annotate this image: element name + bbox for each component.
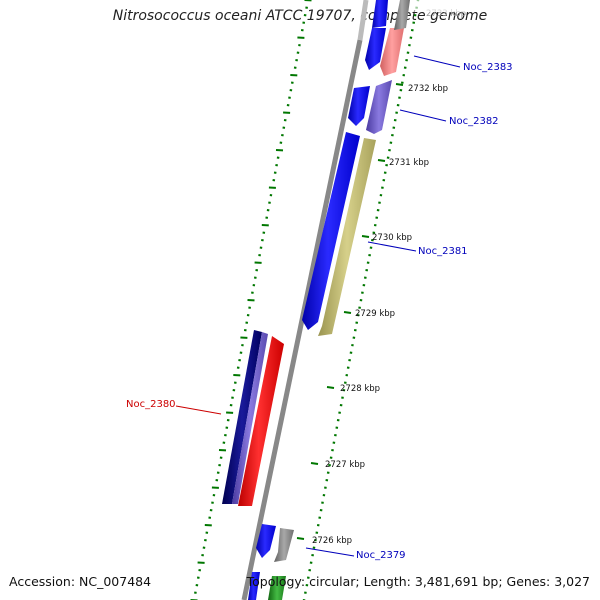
tick-label-top-partial: 2733 kbp <box>426 9 466 19</box>
tick-dots-layer <box>190 0 420 600</box>
cds-blue-2379 <box>256 524 276 558</box>
cds-green-bottom <box>268 576 286 600</box>
gene-label-text[interactable]: Noc_2380 <box>126 399 176 410</box>
gene-label-text[interactable]: Noc_2379 <box>356 550 406 561</box>
cds-red-2380 <box>238 336 284 506</box>
tick-label-2728: 2728 kbp <box>340 384 380 394</box>
gene-label-text[interactable]: Noc_2381 <box>418 246 468 257</box>
tick-label-2730: 2730 kbp <box>372 233 412 243</box>
tick-label-2729: 2729 kbp <box>355 309 395 319</box>
gene-label-text[interactable]: Noc_2383 <box>463 62 513 73</box>
cds-gray-2379 <box>274 528 294 562</box>
cds-blue-bottom <box>248 572 260 600</box>
cds-pink-2383 <box>380 28 404 76</box>
cds-purple-2380 <box>232 332 268 504</box>
cds-gray-top <box>394 0 410 30</box>
top-fade-overlay <box>380 0 490 12</box>
genome-backbone-top-fade <box>357 0 369 41</box>
gene-label-text[interactable]: Noc_2382 <box>449 116 499 127</box>
cds-khaki-2381 <box>318 138 376 336</box>
tick-2729: 2729 kbp <box>343 309 395 319</box>
tick-label-2726: 2726 kbp <box>312 536 352 546</box>
tick-2732: 2732 kbp <box>395 83 448 94</box>
tick-2731: 2731 kbp <box>377 158 429 168</box>
cds-blue-2381 <box>302 132 360 330</box>
cds-purple-2382 <box>366 80 392 134</box>
accession-text: Accession: NC_007484 <box>9 574 152 589</box>
tick-label-2731: 2731 kbp <box>389 158 429 168</box>
cds-navy-2380 <box>222 330 262 504</box>
gene-label-noc-2383[interactable]: Noc_2383 <box>413 55 513 73</box>
tick-2727: 2727 kbp <box>310 460 365 470</box>
tick-2726: 2726 kbp <box>296 536 352 546</box>
gene-label-noc-2382[interactable]: Noc_2382 <box>399 109 499 127</box>
cds-blue-top <box>372 0 388 28</box>
cds-blue-2383 <box>365 28 386 70</box>
tick-2730: 2730 kbp <box>361 233 412 243</box>
tick-label-2727: 2727 kbp <box>325 460 365 470</box>
genome-info-text: Topology: circular; Length: 3,481,691 bp… <box>246 574 590 589</box>
tick-2728: 2728 kbp <box>326 384 380 394</box>
gene-label-noc-2381[interactable]: Noc_2381 <box>367 241 468 257</box>
gene-label-noc-2380[interactable]: Noc_2380 <box>126 399 222 415</box>
gene-label-noc-2379[interactable]: Noc_2379 <box>305 547 406 561</box>
tick-label-2732: 2732 kbp <box>408 84 448 94</box>
cds-blue-2382 <box>348 86 370 126</box>
